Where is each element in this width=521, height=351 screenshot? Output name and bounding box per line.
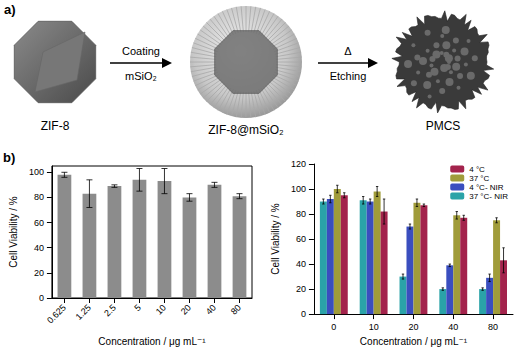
svg-text:20: 20 (179, 302, 193, 316)
html-text:b): b) (3, 150, 16, 165)
svg-text:Δ: Δ (344, 45, 352, 57)
svg-text:100: 100 (29, 167, 44, 177)
svg-text:60: 60 (296, 234, 306, 244)
svg-text:20: 20 (296, 284, 306, 294)
svg-text:1.25: 1.25 (74, 302, 93, 321)
svg-text:ZIF-8: ZIF-8 (41, 119, 70, 133)
svg-text:mSiO₂: mSiO₂ (125, 70, 157, 82)
svg-text:0: 0 (39, 293, 44, 303)
svg-text:PMCS: PMCS (426, 119, 461, 133)
svg-text:20: 20 (34, 268, 44, 278)
svg-text:2.5: 2.5 (102, 302, 118, 318)
svg-text:Concentration / μg mL⁻¹: Concentration / μg mL⁻¹ (360, 336, 468, 347)
svg-text:37 °C: 37 °C (469, 174, 489, 183)
svg-text:40: 40 (34, 243, 44, 253)
svg-text:4 °C- NIR: 4 °C- NIR (469, 183, 504, 192)
svg-text:80: 80 (229, 302, 243, 316)
svg-text:Cell Viability / %: Cell Viability / % (270, 203, 281, 275)
svg-text:40: 40 (448, 322, 458, 332)
svg-text:ZIF-8@mSiO₂: ZIF-8@mSiO₂ (208, 123, 284, 137)
svg-text:80: 80 (296, 209, 306, 219)
svg-text:60: 60 (34, 218, 44, 228)
svg-text:80: 80 (34, 192, 44, 202)
svg-text:40: 40 (296, 259, 306, 269)
svg-text:120: 120 (291, 159, 306, 169)
svg-text:37 °C- NIR: 37 °C- NIR (469, 192, 508, 201)
svg-text:10: 10 (369, 322, 379, 332)
svg-text:a): a) (4, 2, 16, 17)
svg-text:0: 0 (301, 309, 306, 319)
svg-text:0: 0 (331, 322, 336, 332)
svg-text:4 °C: 4 °C (469, 165, 485, 174)
svg-text:20: 20 (408, 322, 418, 332)
svg-text:40: 40 (204, 302, 218, 316)
svg-text:10: 10 (154, 302, 168, 316)
svg-text:Coating: Coating (122, 45, 160, 57)
svg-text:Cell Viability / %: Cell Viability / % (8, 196, 19, 268)
svg-text:Concentration / μg mL⁻¹: Concentration / μg mL⁻¹ (98, 336, 206, 347)
svg-text:Etching: Etching (330, 70, 367, 82)
svg-text:0.625: 0.625 (45, 302, 68, 325)
svg-text:5: 5 (132, 302, 143, 313)
svg-text:100: 100 (291, 184, 306, 194)
svg-text:80: 80 (488, 322, 498, 332)
